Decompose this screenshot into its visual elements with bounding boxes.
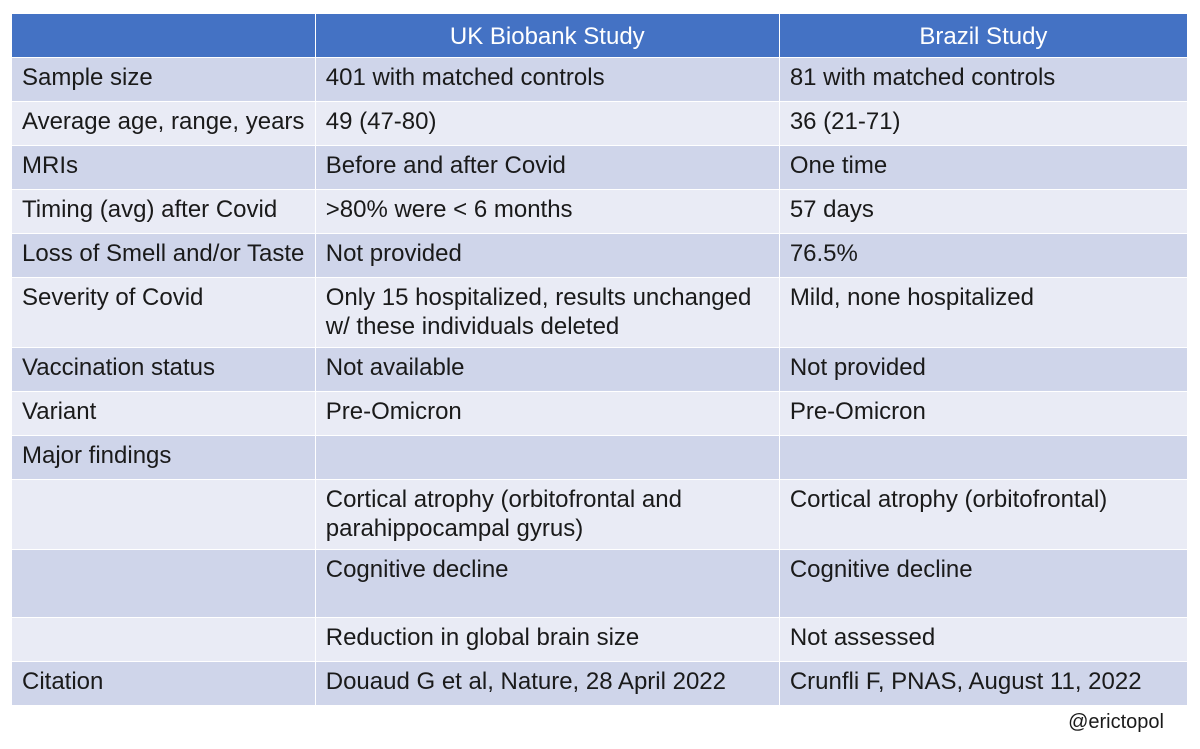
row-label: Timing (avg) after Covid bbox=[11, 189, 316, 234]
uk-biobank-cell: Not available bbox=[314, 347, 780, 392]
row-label bbox=[11, 479, 316, 550]
table-body: Sample size 401 with matched controls 81 w… bbox=[11, 57, 1189, 706]
brazil-cell: Not assessed bbox=[778, 617, 1189, 662]
row-label bbox=[11, 549, 316, 618]
cell-line: Mild, none hospitalized bbox=[789, 284, 1034, 311]
row-label: MRIs bbox=[11, 145, 316, 190]
cell-line: Not assessed bbox=[789, 624, 936, 651]
cell-line: 76.5% bbox=[789, 240, 858, 267]
header-empty bbox=[11, 13, 316, 58]
comparison-table: UK Biobank Study Brazil Study Sample siz… bbox=[11, 13, 1189, 706]
uk-biobank-cell: Cortical atrophy (orbitofrontal and parah… bbox=[314, 479, 780, 550]
row-label: Average age, range, years bbox=[11, 101, 316, 146]
cell-line: 57 days bbox=[789, 196, 874, 223]
brazil-cell: Cortical atrophy (orbitofrontal) bbox=[778, 479, 1189, 550]
brazil-cell: 81 with matched controls bbox=[778, 57, 1189, 102]
brazil-cell: Crunfli F, PNAS, August 11, 2022 bbox=[778, 661, 1189, 706]
header-row: UK Biobank Study Brazil Study bbox=[11, 13, 1189, 58]
row-label: Vaccination status bbox=[11, 347, 316, 392]
cell-line: >80% were < 6 months bbox=[325, 196, 573, 223]
brazil-cell: Not provided bbox=[778, 347, 1189, 392]
cell-line: Cortical atrophy (orbitofrontal) bbox=[789, 486, 1108, 513]
brazil-cell: 36 (21-71) bbox=[778, 101, 1189, 146]
table-row: Severity of Covid Only 15 hospitalized, r… bbox=[11, 277, 1189, 348]
cell-line: Not provided bbox=[789, 354, 926, 381]
row-label: Sample size bbox=[11, 57, 316, 102]
uk-biobank-cell: Not provided bbox=[314, 233, 780, 278]
brazil-cell bbox=[778, 435, 1189, 480]
cell-line: 36 (21-71) bbox=[789, 108, 901, 135]
cell-line: Cortical atrophy (orbitofrontal and bbox=[325, 486, 682, 513]
brazil-cell: Mild, none hospitalized bbox=[778, 277, 1189, 348]
cell-line: 401 with matched controls bbox=[325, 64, 605, 91]
cell-line: Cognitive decline bbox=[325, 556, 509, 583]
cell-line: Not available bbox=[325, 354, 465, 381]
uk-biobank-cell: Cognitive decline bbox=[314, 549, 780, 618]
uk-biobank-cell: Only 15 hospitalized, results unchanged w… bbox=[314, 277, 780, 348]
uk-biobank-cell: Reduction in global brain size bbox=[314, 617, 780, 662]
row-label bbox=[11, 617, 316, 662]
cell-line: parahippocampal gyrus) bbox=[325, 515, 584, 542]
cell-line: 81 with matched controls bbox=[789, 64, 1056, 91]
cell-line: Not provided bbox=[325, 240, 462, 267]
cell-line: w/ these individuals deleted bbox=[325, 313, 620, 340]
uk-biobank-cell: Before and after Covid bbox=[314, 145, 780, 190]
table-row: Variant Pre-Omicron Pre-Omicron bbox=[11, 391, 1189, 436]
cell-line: Cognitive decline bbox=[789, 556, 973, 583]
brazil-cell: One time bbox=[778, 145, 1189, 190]
header-uk-biobank: UK Biobank Study bbox=[314, 13, 780, 58]
cell-line: Before and after Covid bbox=[325, 152, 566, 179]
table-row: Major findings bbox=[11, 435, 1189, 480]
brazil-cell: Cognitive decline bbox=[778, 549, 1189, 618]
cell-line: Douaud G et al, Nature, 28 April 2022 bbox=[325, 668, 727, 695]
row-label: Severity of Covid bbox=[11, 277, 316, 348]
row-label: Variant bbox=[11, 391, 316, 436]
uk-biobank-cell: >80% were < 6 months bbox=[314, 189, 780, 234]
table-row: MRIs Before and after Covid One time bbox=[11, 145, 1189, 190]
table-row: Timing (avg) after Covid >80% were < 6 mo… bbox=[11, 189, 1189, 234]
author-handle: @erictopol bbox=[1068, 711, 1164, 733]
row-label: Loss of Smell and/or Taste bbox=[11, 233, 316, 278]
cell-line: Only 15 hospitalized, results unchanged bbox=[325, 284, 752, 311]
cell-line: Pre-Omicron bbox=[325, 398, 462, 425]
table-row: Citation Douaud G et al, Nature, 28 April… bbox=[11, 661, 1189, 706]
cell-line: Pre-Omicron bbox=[789, 398, 926, 425]
header-brazil: Brazil Study bbox=[778, 13, 1189, 58]
uk-biobank-cell: Pre-Omicron bbox=[314, 391, 780, 436]
cell-line: Crunfli F, PNAS, August 11, 2022 bbox=[789, 668, 1142, 695]
brazil-cell: 76.5% bbox=[778, 233, 1189, 278]
uk-biobank-cell: Douaud G et al, Nature, 28 April 2022 bbox=[314, 661, 780, 706]
table-row: Sample size 401 with matched controls 81 w… bbox=[11, 57, 1189, 102]
brazil-cell: Pre-Omicron bbox=[778, 391, 1189, 436]
table-row: Loss of Smell and/or Taste Not provided 76… bbox=[11, 233, 1189, 278]
table-row: Vaccination status Not available Not provi… bbox=[11, 347, 1189, 392]
table-row: Cortical atrophy (orbitofrontal and parah… bbox=[11, 479, 1189, 550]
table-row: Reduction in global brain size Not assess… bbox=[11, 617, 1189, 662]
cell-line: 49 (47-80) bbox=[325, 108, 437, 135]
cell-line: Reduction in global brain size bbox=[325, 624, 640, 651]
uk-biobank-cell: 401 with matched controls bbox=[314, 57, 780, 102]
cell-line: One time bbox=[789, 152, 888, 179]
brazil-cell: 57 days bbox=[778, 189, 1189, 234]
row-label: Citation bbox=[11, 661, 316, 706]
row-label: Major findings bbox=[11, 435, 316, 480]
uk-biobank-cell bbox=[314, 435, 780, 480]
table-row: Cognitive decline Cognitive decline bbox=[11, 549, 1189, 618]
table-row: Average age, range, years 49 (47-80) 36 (2… bbox=[11, 101, 1189, 146]
uk-biobank-cell: 49 (47-80) bbox=[314, 101, 780, 146]
